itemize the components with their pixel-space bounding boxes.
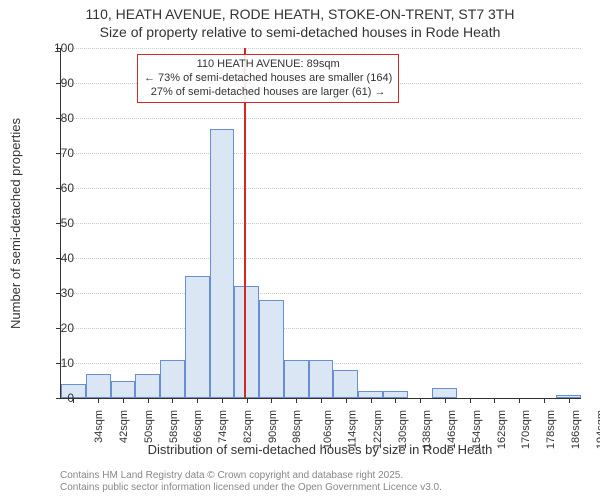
xtick-mark: [148, 398, 149, 403]
xtick-mark: [544, 398, 545, 403]
xtick-label: 98sqm: [292, 410, 304, 443]
chart-footer: Contains HM Land Registry data © Crown c…: [60, 470, 442, 494]
xtick-label: 82sqm: [242, 410, 254, 443]
grid-line: [61, 118, 581, 119]
xtick-label: 138sqm: [421, 410, 433, 449]
ytick-label: 10: [44, 356, 74, 370]
ytick-label: 60: [44, 181, 74, 195]
histogram-bar: [309, 360, 334, 399]
histogram-bar: [284, 360, 309, 399]
xtick-label: 50sqm: [143, 410, 155, 443]
xtick-label: 154sqm: [471, 410, 483, 449]
xtick-label: 114sqm: [346, 410, 358, 448]
xtick-label: 162sqm: [496, 410, 508, 449]
grid-line: [61, 48, 581, 49]
grid-line: [61, 153, 581, 154]
histogram-bar: [383, 391, 408, 398]
xtick-mark: [494, 398, 495, 403]
xtick-label: 34sqm: [93, 410, 105, 443]
y-axis-label: Number of semi-detached properties: [6, 48, 24, 398]
xtick-mark: [98, 398, 99, 403]
annotation-line-1: 110 HEATH AVENUE: 89sqm: [144, 58, 392, 72]
histogram-bar: [432, 388, 457, 399]
xtick-label: 130sqm: [397, 410, 409, 449]
ytick-label: 80: [44, 111, 74, 125]
xtick-label: 106sqm: [322, 410, 334, 449]
ytick-label: 90: [44, 76, 74, 90]
xtick-label: 122sqm: [372, 410, 384, 449]
grid-line: [61, 293, 581, 294]
xtick-mark: [420, 398, 421, 403]
chart-title-line-2: Size of property relative to semi-detach…: [0, 24, 600, 40]
histogram-bar: [160, 360, 185, 399]
xtick-label: 74sqm: [217, 410, 229, 443]
ytick-label: 30: [44, 286, 74, 300]
xtick-mark: [470, 398, 471, 403]
annotation-line-2: ← 73% of semi-detached houses are smalle…: [144, 72, 392, 86]
histogram-bar: [333, 370, 358, 398]
xtick-mark: [172, 398, 173, 403]
xtick-label: 90sqm: [267, 410, 279, 443]
xtick-label: 194sqm: [595, 410, 600, 449]
xtick-mark: [346, 398, 347, 403]
xtick-mark: [296, 398, 297, 403]
xtick-mark: [445, 398, 446, 403]
histogram-bar: [86, 374, 111, 399]
footer-line-1: Contains HM Land Registry data © Crown c…: [60, 470, 442, 482]
xtick-label: 170sqm: [520, 410, 532, 449]
xtick-label: 186sqm: [570, 410, 582, 449]
plot-area: 110 HEATH AVENUE: 89sqm ← 73% of semi-de…: [60, 48, 581, 399]
ytick-label: 40: [44, 251, 74, 265]
histogram-bar: [234, 286, 259, 398]
grid-line: [61, 188, 581, 189]
xtick-mark: [247, 398, 248, 403]
xtick-label: 58sqm: [168, 410, 180, 443]
annotation-line-3: 27% of semi-detached houses are larger (…: [144, 86, 392, 100]
histogram-bar: [358, 391, 383, 398]
xtick-label: 66sqm: [192, 410, 204, 443]
footer-line-2: Contains public sector information licen…: [60, 482, 442, 494]
xtick-mark: [123, 398, 124, 403]
histogram-bar: [210, 129, 235, 399]
ytick-label: 50: [44, 216, 74, 230]
xtick-label: 178sqm: [545, 410, 557, 449]
xtick-mark: [395, 398, 396, 403]
chart-title-line-1: 110, HEATH AVENUE, RODE HEATH, STOKE-ON-…: [0, 6, 600, 22]
chart-container: 110, HEATH AVENUE, RODE HEATH, STOKE-ON-…: [0, 0, 600, 500]
grid-line: [61, 328, 581, 329]
ytick-label: 20: [44, 321, 74, 335]
ytick-label: 0: [44, 391, 74, 405]
histogram-bar: [259, 300, 284, 398]
histogram-bar: [185, 276, 210, 399]
xtick-mark: [321, 398, 322, 403]
ytick-label: 70: [44, 146, 74, 160]
annotation-box: 110 HEATH AVENUE: 89sqm ← 73% of semi-de…: [137, 54, 399, 103]
grid-line: [61, 223, 581, 224]
xtick-mark: [197, 398, 198, 403]
xtick-mark: [271, 398, 272, 403]
xtick-label: 146sqm: [446, 410, 458, 449]
xtick-mark: [371, 398, 372, 403]
ytick-label: 100: [44, 41, 74, 55]
xtick-mark: [519, 398, 520, 403]
histogram-bar: [135, 374, 160, 399]
xtick-label: 42sqm: [118, 410, 130, 443]
xtick-mark: [222, 398, 223, 403]
histogram-bar: [111, 381, 136, 399]
grid-line: [61, 258, 581, 259]
xtick-mark: [569, 398, 570, 403]
